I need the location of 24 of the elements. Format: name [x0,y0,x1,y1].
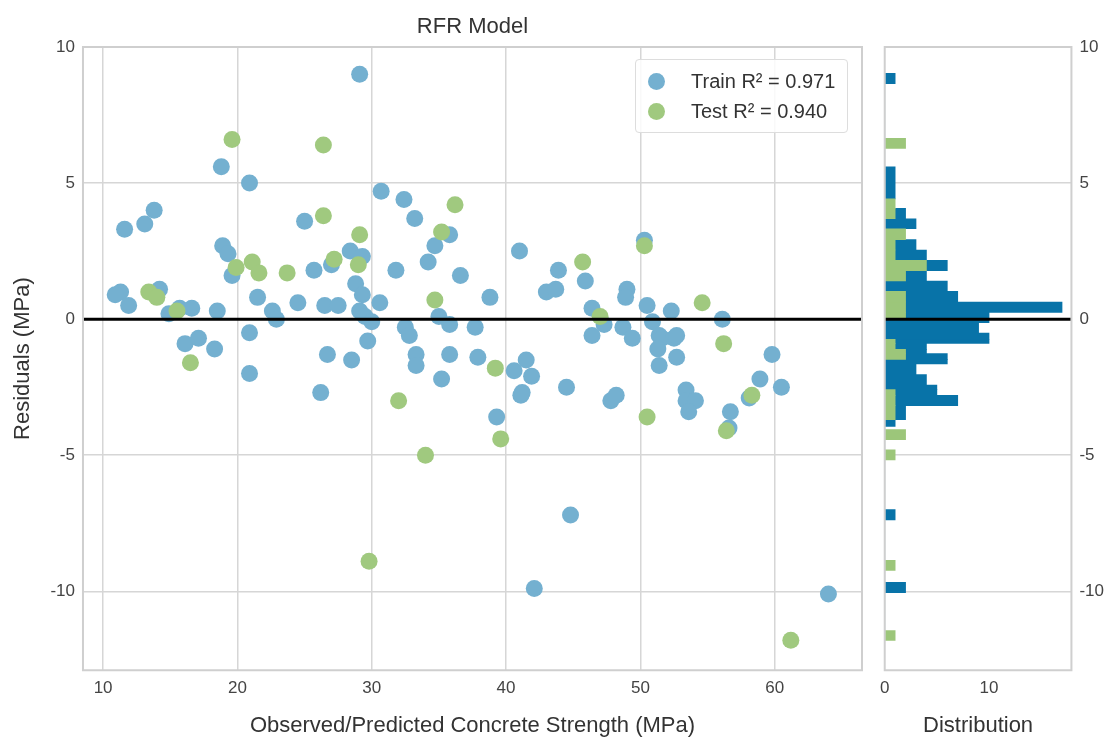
chart-title: RFR Model [416,13,529,39]
y-tick-label: -5 [59,444,75,464]
y-tick-label: 0 [65,308,75,328]
y-tick-label: 5 [1079,172,1089,192]
y-tick-label: -5 [1079,444,1095,464]
y-tick-label: -10 [1079,580,1105,600]
x-tick-label: 40 [496,678,516,698]
y-tick-label: -10 [50,580,75,600]
x-tick-label: 0 [879,678,890,698]
y-tick-label: 10 [1079,36,1099,56]
x-axis-title: Observed/Predicted Concrete Strength (MPa) [249,711,696,737]
x-tick-label: 10 [979,678,999,698]
x-tick-label: 20 [227,678,247,698]
x-tick-label: 10 [93,678,113,698]
x-axis-title: Distribution [923,711,1034,737]
y-tick-label: 0 [1079,308,1089,328]
legend-label: Test R² = 0.940 [691,99,828,123]
x-tick-label: 50 [630,678,650,698]
y-axis-title: Residuals (MPa) [9,277,35,440]
x-tick-label: 30 [362,678,382,698]
y-tick-label: 5 [65,172,75,192]
x-tick-label: 60 [765,678,785,698]
legend-label: Train R² = 0.971 [691,69,836,93]
y-tick-label: 10 [56,36,75,56]
